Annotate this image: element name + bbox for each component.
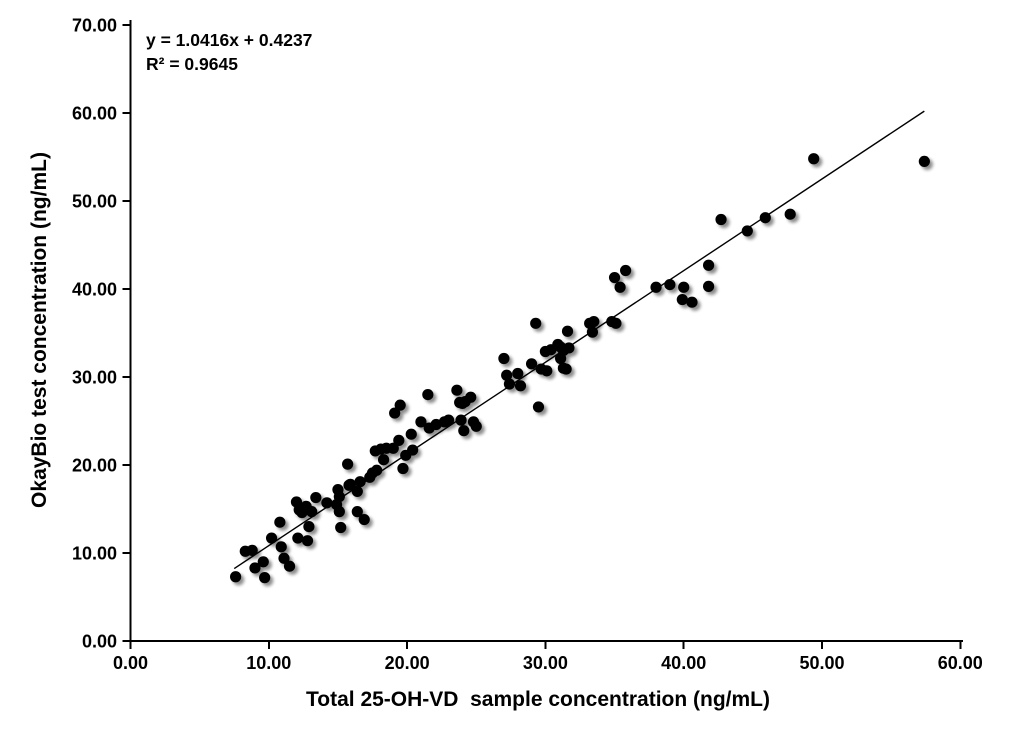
y-tick-label: 30.00 bbox=[72, 368, 117, 388]
x-tick-label: 30.00 bbox=[523, 653, 568, 673]
data-point bbox=[351, 506, 363, 518]
data-point bbox=[306, 506, 318, 518]
data-point bbox=[608, 271, 621, 284]
data-point bbox=[344, 478, 356, 490]
data-point bbox=[918, 155, 930, 167]
trendline-layer bbox=[233, 110, 925, 570]
data-point bbox=[541, 365, 553, 377]
data-point bbox=[650, 281, 662, 293]
y-tick-label: 0.00 bbox=[82, 632, 117, 652]
trendline bbox=[233, 110, 925, 570]
x-tick-label: 0.00 bbox=[113, 653, 148, 673]
data-points-layer bbox=[230, 153, 930, 584]
regression-equation: y = 1.0416x + 0.4237 bbox=[146, 30, 313, 50]
x-axis-title: Total 25-OH-VD sample concentration (ng/… bbox=[306, 688, 770, 711]
data-point bbox=[246, 544, 258, 556]
data-point bbox=[676, 293, 688, 306]
data-point bbox=[249, 562, 261, 574]
data-point bbox=[407, 444, 419, 456]
data-point bbox=[301, 535, 314, 547]
data-point bbox=[620, 264, 632, 277]
x-tick-label: 60.00 bbox=[938, 653, 983, 673]
data-point bbox=[503, 378, 516, 390]
data-point bbox=[514, 380, 527, 392]
data-point bbox=[465, 391, 477, 403]
data-point bbox=[741, 225, 753, 237]
data-point bbox=[303, 521, 315, 533]
data-point bbox=[275, 541, 287, 553]
y-tick-label: 20.00 bbox=[72, 456, 117, 476]
data-point bbox=[358, 513, 370, 526]
data-point bbox=[561, 325, 574, 337]
y-axis-title: OkayBio test concentration (ng/mL) bbox=[28, 152, 51, 508]
data-point bbox=[470, 420, 482, 432]
data-point bbox=[784, 208, 796, 220]
x-tick-label: 50.00 bbox=[799, 653, 844, 673]
data-point bbox=[333, 491, 345, 503]
y-tick-label: 10.00 bbox=[72, 544, 117, 564]
data-point bbox=[442, 414, 455, 426]
data-point bbox=[397, 462, 409, 475]
axes: 0.00 10.00 20.00 30.00 40.00 50.00 60.00 70.00 0… bbox=[72, 16, 983, 674]
y-tick-label: 70.00 bbox=[72, 16, 117, 36]
data-point bbox=[451, 384, 463, 396]
data-point bbox=[664, 279, 676, 291]
data-point bbox=[389, 407, 401, 419]
data-point bbox=[259, 572, 271, 584]
data-point bbox=[351, 485, 363, 497]
data-point bbox=[321, 497, 333, 509]
data-point bbox=[394, 399, 406, 411]
data-point bbox=[274, 516, 286, 528]
y-tick-label: 40.00 bbox=[72, 280, 117, 300]
data-point bbox=[560, 363, 572, 375]
data-point bbox=[265, 532, 278, 544]
data-point bbox=[610, 317, 622, 329]
data-point bbox=[532, 401, 545, 413]
data-point bbox=[455, 414, 467, 426]
data-point bbox=[292, 532, 304, 544]
data-point bbox=[333, 506, 345, 518]
data-point bbox=[310, 491, 322, 504]
data-point bbox=[257, 556, 269, 568]
data-point bbox=[342, 458, 354, 470]
data-point bbox=[230, 571, 242, 583]
x-tick-label: 20.00 bbox=[385, 653, 430, 673]
data-point bbox=[512, 367, 524, 380]
y-tick-label: 60.00 bbox=[72, 104, 117, 124]
data-point bbox=[759, 212, 771, 224]
data-point bbox=[415, 416, 427, 428]
data-point bbox=[278, 552, 290, 564]
regression-annotation: y = 1.0416x + 0.4237 R² = 0.9645 bbox=[146, 28, 312, 76]
data-point bbox=[586, 326, 599, 338]
data-point bbox=[702, 259, 715, 271]
data-point bbox=[458, 425, 470, 437]
data-point bbox=[354, 476, 366, 488]
data-point bbox=[588, 315, 600, 328]
x-tick-label: 10.00 bbox=[246, 653, 291, 673]
data-point bbox=[686, 296, 698, 308]
data-point bbox=[335, 521, 347, 534]
data-point bbox=[393, 434, 405, 446]
r-squared-value: R² = 0.9645 bbox=[146, 54, 238, 74]
data-point bbox=[501, 369, 513, 381]
data-point bbox=[702, 280, 715, 292]
data-point bbox=[808, 153, 820, 165]
x-tick-label: 40.00 bbox=[661, 653, 706, 673]
data-point bbox=[422, 389, 434, 401]
data-point bbox=[405, 428, 417, 440]
data-point bbox=[525, 358, 538, 370]
y-tick-label: 50.00 bbox=[72, 192, 117, 212]
data-point bbox=[678, 281, 690, 293]
data-point bbox=[371, 464, 383, 476]
data-point bbox=[498, 352, 510, 365]
data-point bbox=[377, 454, 390, 466]
data-point bbox=[715, 213, 727, 226]
data-point bbox=[530, 317, 542, 329]
data-point bbox=[614, 281, 626, 293]
data-point bbox=[283, 560, 296, 572]
data-point bbox=[563, 342, 575, 354]
data-point bbox=[387, 442, 399, 454]
